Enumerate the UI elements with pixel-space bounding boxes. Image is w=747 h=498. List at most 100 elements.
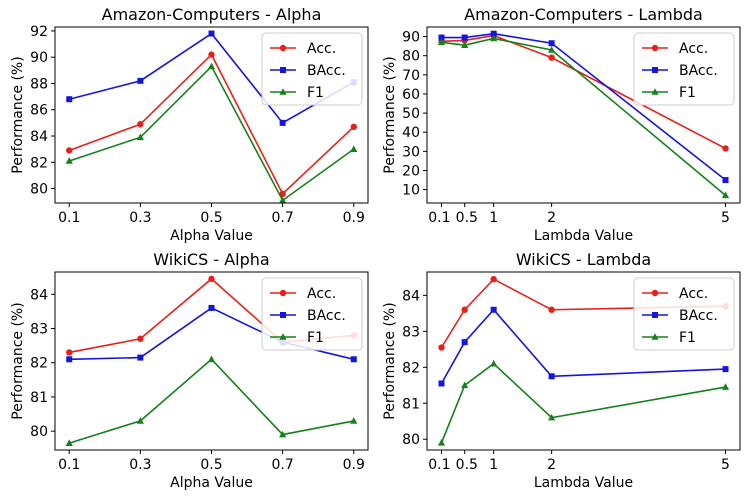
legend-marker-f1 — [279, 88, 287, 95]
legend-label-bacc: BAcc. — [307, 63, 346, 79]
y-tick-label: 92 — [30, 24, 48, 40]
y-tick-label: 10 — [402, 183, 420, 199]
legend-marker-f1 — [651, 88, 659, 95]
x-tick-label: 0.3 — [129, 210, 151, 226]
x-tick-label: 1 — [489, 457, 498, 473]
y-tick-label: 83 — [30, 321, 48, 337]
x-tick-label: 5 — [721, 457, 730, 473]
y-axis-label: Performance (%) — [382, 302, 398, 419]
data-point-bacc — [66, 96, 73, 103]
subplot-1: Amazon-Computers - Alpha 80 82 84 86 88 90 92 0.… — [10, 5, 369, 244]
legend-marker-acc — [651, 44, 659, 52]
x-axis-label: Lambda Value — [534, 228, 633, 244]
y-tick-label: 86 — [30, 103, 48, 119]
y-tick-label: 60 — [402, 87, 420, 103]
data-point-f1 — [136, 417, 144, 424]
x-tick-label: 0.9 — [343, 210, 365, 226]
chart-title: Amazon-Computers - Lambda — [464, 5, 703, 24]
data-point-acc — [722, 145, 729, 152]
y-axis-label: Performance (%) — [382, 56, 398, 173]
data-point-f1 — [207, 355, 216, 363]
data-point-acc — [66, 147, 73, 154]
data-point-bacc — [548, 40, 555, 47]
data-point-acc — [548, 306, 555, 313]
x-axis-label: Alpha Value — [170, 475, 253, 491]
legend: Acc. BAcc. F1 — [261, 277, 363, 351]
x-tick-label: 1 — [489, 210, 498, 226]
plot-frame — [426, 271, 741, 451]
chart-title: Amazon-Computers - Alpha — [102, 5, 322, 24]
data-point-bacc — [66, 356, 73, 363]
data-point-bacc — [208, 304, 215, 311]
series-line-f1 — [68, 358, 354, 444]
y-tick-label: 40 — [402, 125, 420, 141]
x-tick-label: 0.5 — [456, 210, 478, 226]
legend: Acc. BAcc. F1 — [261, 32, 363, 106]
subplot-4: WikiCS - Lambda 80 81 82 83 84 0.1 0.5 1 2 5 Lambda… — [382, 250, 741, 491]
data-point-acc — [490, 275, 497, 283]
data-point-acc — [208, 51, 215, 58]
data-point-f1 — [548, 413, 556, 421]
legend-marker-bacc — [280, 312, 286, 318]
x-tick-label: 0.1 — [428, 457, 450, 473]
x-tick-label: 2 — [547, 210, 556, 226]
x-tick-label: 0.5 — [456, 457, 478, 473]
legend-label-acc: Acc. — [307, 286, 336, 302]
y-tick-label: 90 — [30, 50, 48, 66]
legend-box — [261, 277, 363, 351]
legend-marker-bacc — [652, 312, 658, 318]
legend-marker-bacc — [652, 67, 658, 73]
data-point-bacc — [137, 354, 144, 361]
legend-box — [261, 32, 363, 106]
data-point-bacc — [548, 373, 555, 380]
data-point-f1 — [721, 383, 730, 390]
data-point-bacc — [279, 119, 286, 126]
data-point-f1 — [136, 133, 144, 141]
data-point-f1 — [350, 417, 358, 424]
y-tick-label: 50 — [402, 106, 420, 122]
legend-label-f1: F1 — [679, 330, 696, 346]
data-point-f1 — [461, 41, 469, 48]
plot-frame — [426, 26, 741, 204]
data-point-f1 — [279, 196, 287, 204]
data-point-f1 — [207, 62, 216, 70]
data-point-f1 — [721, 191, 730, 199]
y-tick-label: 84 — [402, 288, 420, 304]
data-point-f1 — [490, 34, 498, 42]
data-point-bacc — [438, 34, 445, 41]
data-point-acc — [350, 123, 357, 131]
subplot-2: Amazon-Computers - Lambda 10 20 30 40 50 60 70 8… — [382, 5, 741, 244]
legend-label-bacc: BAcc. — [307, 308, 346, 324]
y-tick-label: 82 — [30, 356, 48, 372]
data-point-acc — [208, 275, 215, 283]
x-tick-label: 5 — [721, 210, 730, 226]
data-point-f1 — [437, 439, 446, 446]
y-tick-label: 80 — [30, 424, 48, 440]
legend-label-acc: Acc. — [679, 41, 708, 57]
y-tick-label: 84 — [30, 287, 48, 303]
chart-title: WikiCS - Alpha — [153, 250, 269, 269]
data-point-bacc — [461, 34, 468, 41]
legend-marker-acc — [651, 289, 659, 297]
y-tick-label: 82 — [30, 155, 48, 171]
data-point-bacc — [490, 306, 497, 313]
x-tick-label: 0.1 — [58, 210, 80, 226]
data-point-acc — [279, 190, 286, 198]
legend-marker-acc — [279, 44, 287, 52]
data-point-bacc — [208, 30, 215, 37]
x-tick-label: 0.5 — [200, 457, 222, 473]
data-point-bacc — [490, 30, 497, 37]
y-tick-label: 80 — [402, 49, 420, 65]
data-point-acc — [548, 54, 555, 61]
data-point-bacc — [461, 339, 468, 346]
x-axis-label: Alpha Value — [170, 228, 253, 244]
data-point-f1 — [350, 145, 358, 152]
legend-label-f1: F1 — [307, 330, 324, 346]
data-point-f1 — [548, 46, 556, 53]
legend-marker-bacc — [280, 67, 286, 73]
subplot-3: WikiCS - Alpha 80 81 82 83 84 0.1 0.3 0.5 0.7 0.9 A… — [10, 250, 369, 491]
x-tick-label: 0.5 — [200, 210, 222, 226]
y-tick-label: 70 — [402, 68, 420, 84]
legend-label-acc: Acc. — [679, 286, 708, 302]
